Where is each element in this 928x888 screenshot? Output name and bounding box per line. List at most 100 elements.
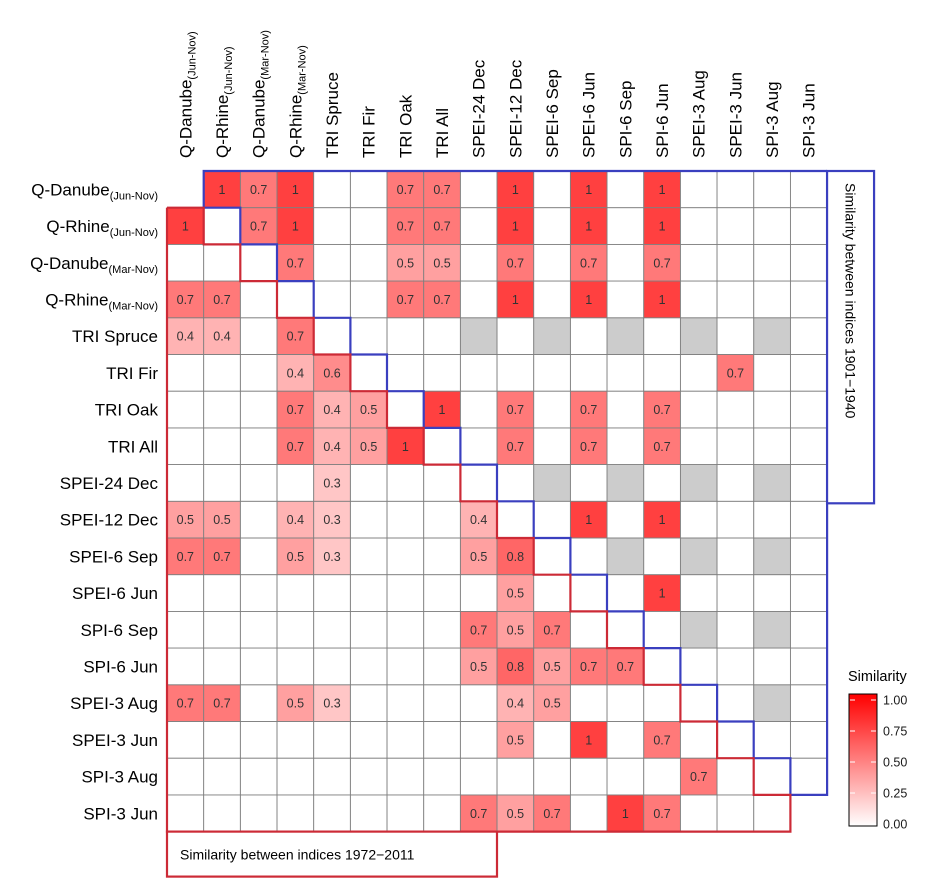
heatmap-cell-empty bbox=[570, 611, 608, 649]
heatmap-cell-empty bbox=[350, 501, 388, 538]
cell-value-label: 1 bbox=[439, 403, 446, 417]
row-label: SPEI-6 Sep bbox=[69, 547, 158, 566]
row-label: SPEI-6 Jun bbox=[72, 584, 158, 603]
heatmap-cell-lower bbox=[313, 538, 351, 575]
cell-value-label: 0.3 bbox=[323, 697, 340, 711]
heatmap-cell-empty bbox=[607, 684, 644, 722]
heatmap-cell-missing bbox=[460, 317, 498, 355]
cell-value-label: 0.4 bbox=[470, 513, 487, 527]
heatmap-cell-empty bbox=[717, 648, 754, 685]
cell-value-label: 0.7 bbox=[213, 550, 230, 564]
heatmap-cell-empty bbox=[607, 391, 644, 428]
heatmap-cell-empty bbox=[790, 281, 828, 318]
cell-value-label: 0.7 bbox=[470, 807, 487, 821]
heatmap-cell-empty bbox=[533, 501, 571, 538]
heatmap-cell-empty bbox=[533, 574, 571, 612]
heatmap-cell-upper bbox=[570, 207, 608, 245]
heatmap-cell-empty bbox=[790, 207, 828, 245]
heatmap-cell-upper bbox=[423, 207, 461, 245]
heatmap-cell-empty bbox=[533, 244, 571, 282]
heatmap-cell-empty bbox=[607, 758, 644, 795]
heatmap-cell-empty bbox=[423, 794, 461, 832]
heatmap-cell-empty bbox=[533, 427, 571, 465]
heatmap-cell-empty bbox=[350, 721, 388, 759]
heatmap-cell-empty bbox=[240, 427, 278, 465]
cell-value-label: 0.7 bbox=[433, 183, 450, 197]
heatmap-cell-empty bbox=[203, 427, 241, 465]
row-label: SPEI-3 Jun bbox=[72, 731, 158, 750]
heatmap-cell-empty bbox=[387, 721, 424, 759]
heatmap-cell-empty bbox=[790, 721, 828, 759]
heatmap-cell-empty bbox=[607, 574, 644, 612]
heatmap-cell-empty bbox=[203, 244, 241, 282]
cell-value-label: 0.5 bbox=[177, 513, 194, 527]
column-label: Q-Danube(Jun-Nov) bbox=[176, 31, 198, 158]
heatmap-cell-empty bbox=[643, 464, 681, 502]
cell-value-label: 0.4 bbox=[177, 330, 194, 344]
heatmap-cell-lower bbox=[497, 538, 534, 575]
heatmap-cell-empty bbox=[753, 648, 791, 685]
heatmap-cell-empty bbox=[240, 464, 278, 502]
heatmap-cell-missing bbox=[753, 464, 791, 502]
heatmap-cell-empty bbox=[167, 464, 204, 502]
heatmap-cell-empty bbox=[680, 281, 718, 318]
heatmap-cell-lower bbox=[460, 611, 498, 649]
heatmap-cell-empty bbox=[387, 684, 424, 722]
heatmap-cell-lower bbox=[203, 317, 241, 355]
boundary-layer bbox=[165, 169, 829, 833]
cell-value-label: 0.5 bbox=[287, 550, 304, 564]
cell-value-label: 0.7 bbox=[397, 293, 414, 307]
heatmap-cell-empty bbox=[533, 171, 571, 208]
cell-value-label: 0.4 bbox=[323, 440, 340, 454]
heatmap-cell-empty bbox=[240, 758, 278, 795]
heatmap-cell-upper bbox=[497, 281, 534, 318]
heatmap-cell-empty bbox=[570, 317, 608, 355]
heatmap-cell-empty bbox=[533, 281, 571, 318]
cell-value-label: 0.7 bbox=[433, 293, 450, 307]
cell-value-label: 0.7 bbox=[580, 440, 597, 454]
heatmap-cell-lower bbox=[277, 501, 314, 538]
heatmap-cell-empty bbox=[460, 427, 498, 465]
cell-value-label: 0.7 bbox=[617, 660, 634, 674]
heatmap-cell-empty bbox=[497, 354, 534, 392]
heatmap-cell-empty bbox=[350, 464, 388, 502]
heatmap-cell-upper bbox=[570, 281, 608, 318]
heatmap-cell-empty bbox=[753, 171, 791, 208]
cell-value-label: 0.7 bbox=[397, 183, 414, 197]
heatmap-cell-empty bbox=[387, 538, 424, 575]
heatmap-cell-empty bbox=[240, 391, 278, 428]
heatmap-cell-lower bbox=[313, 684, 351, 722]
heatmap-cell-empty bbox=[203, 794, 241, 832]
heatmap-cell-empty bbox=[387, 317, 424, 355]
cell-value-label: 0.4 bbox=[323, 403, 340, 417]
legend: Similarity 1.00 0.75 0.50 0.25 0.00 bbox=[848, 669, 908, 832]
legend-tick-label: 1.00 bbox=[883, 694, 907, 708]
heatmap-cell-empty bbox=[570, 538, 608, 575]
heatmap-cell-missing bbox=[753, 611, 791, 649]
row-label: TRI Spruce bbox=[72, 327, 158, 346]
legend-tick-label: 0.25 bbox=[883, 787, 907, 801]
cell-value-label: 1 bbox=[292, 220, 299, 234]
cell-value-label: 0.5 bbox=[507, 733, 524, 747]
heatmap-cell-upper bbox=[643, 501, 681, 538]
heatmap-cell-empty bbox=[460, 721, 498, 759]
lower-triangle-label: Similarity between indices 1972−2011 bbox=[180, 847, 415, 863]
column-label: Q-Rhine(Jun-Nov) bbox=[213, 46, 235, 158]
cell-value-label: 0.5 bbox=[287, 697, 304, 711]
heatmap-cell-missing bbox=[680, 538, 718, 575]
heatmap-cell-lower bbox=[497, 684, 534, 722]
heatmap-cell-empty bbox=[387, 574, 424, 612]
cell-value-label: 0.7 bbox=[213, 293, 230, 307]
cell-value-label: 1 bbox=[402, 440, 409, 454]
cell-value-label: 0.7 bbox=[433, 220, 450, 234]
heatmap-cell-empty bbox=[460, 354, 498, 392]
heatmap-cell-lower bbox=[203, 684, 241, 722]
heatmap-cell-empty bbox=[350, 758, 388, 795]
cell-value-label: 0.7 bbox=[653, 403, 670, 417]
heatmap-cell-upper bbox=[570, 501, 608, 538]
cell-value-label: 1 bbox=[659, 513, 666, 527]
cell-value-label: 0.5 bbox=[543, 660, 560, 674]
heatmap-cell-upper bbox=[497, 171, 534, 208]
heatmap-cell-empty bbox=[350, 648, 388, 685]
heatmap-cell-upper bbox=[387, 171, 424, 208]
